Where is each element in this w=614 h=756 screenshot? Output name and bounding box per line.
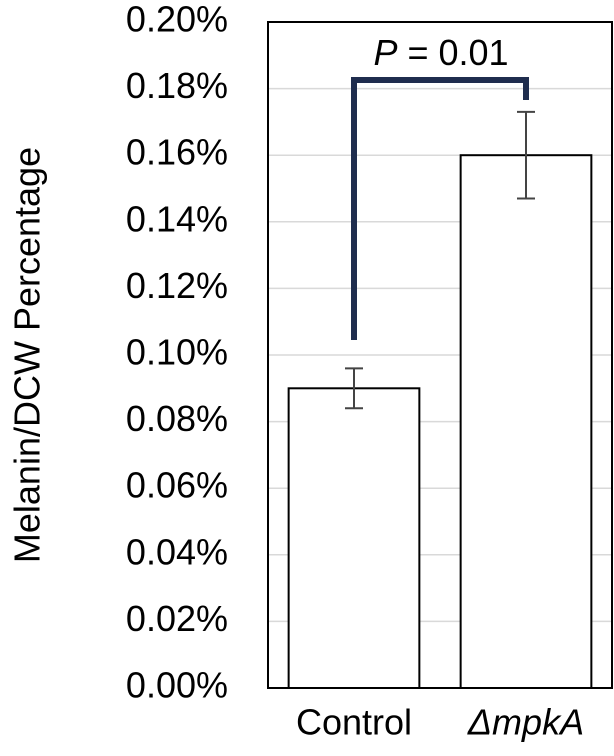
y-tick-label: 0.16%	[126, 132, 228, 173]
p-symbol: P	[373, 32, 397, 73]
plot-frame	[267, 21, 613, 689]
y-tick-label: 0.04%	[126, 531, 228, 572]
significance-bracket	[351, 77, 529, 340]
y-tick-label: 0.14%	[126, 198, 228, 239]
y-tick-label: 0.08%	[126, 398, 228, 439]
y-axis-title: Melanin/DCW Percentage	[7, 147, 48, 563]
bar	[459, 154, 593, 689]
y-tick-label: 0.06%	[126, 465, 228, 506]
p-value: = 0.01	[407, 32, 508, 73]
x-tick-label: ΔmpkA	[467, 702, 584, 743]
bar	[287, 387, 421, 689]
significance-label: P = 0.01	[373, 32, 508, 73]
y-tick-label: 0.12%	[126, 265, 228, 306]
y-tick-label: 0.02%	[126, 598, 228, 639]
y-tick-label: 0.00%	[126, 665, 228, 706]
y-tick-label: 0.10%	[126, 332, 228, 373]
error-bar	[345, 367, 363, 410]
y-tick-label: 0.18%	[126, 65, 228, 106]
error-bar	[517, 110, 535, 200]
x-tick-label: Control	[296, 702, 412, 743]
y-tick-label: 0.20%	[126, 0, 228, 40]
